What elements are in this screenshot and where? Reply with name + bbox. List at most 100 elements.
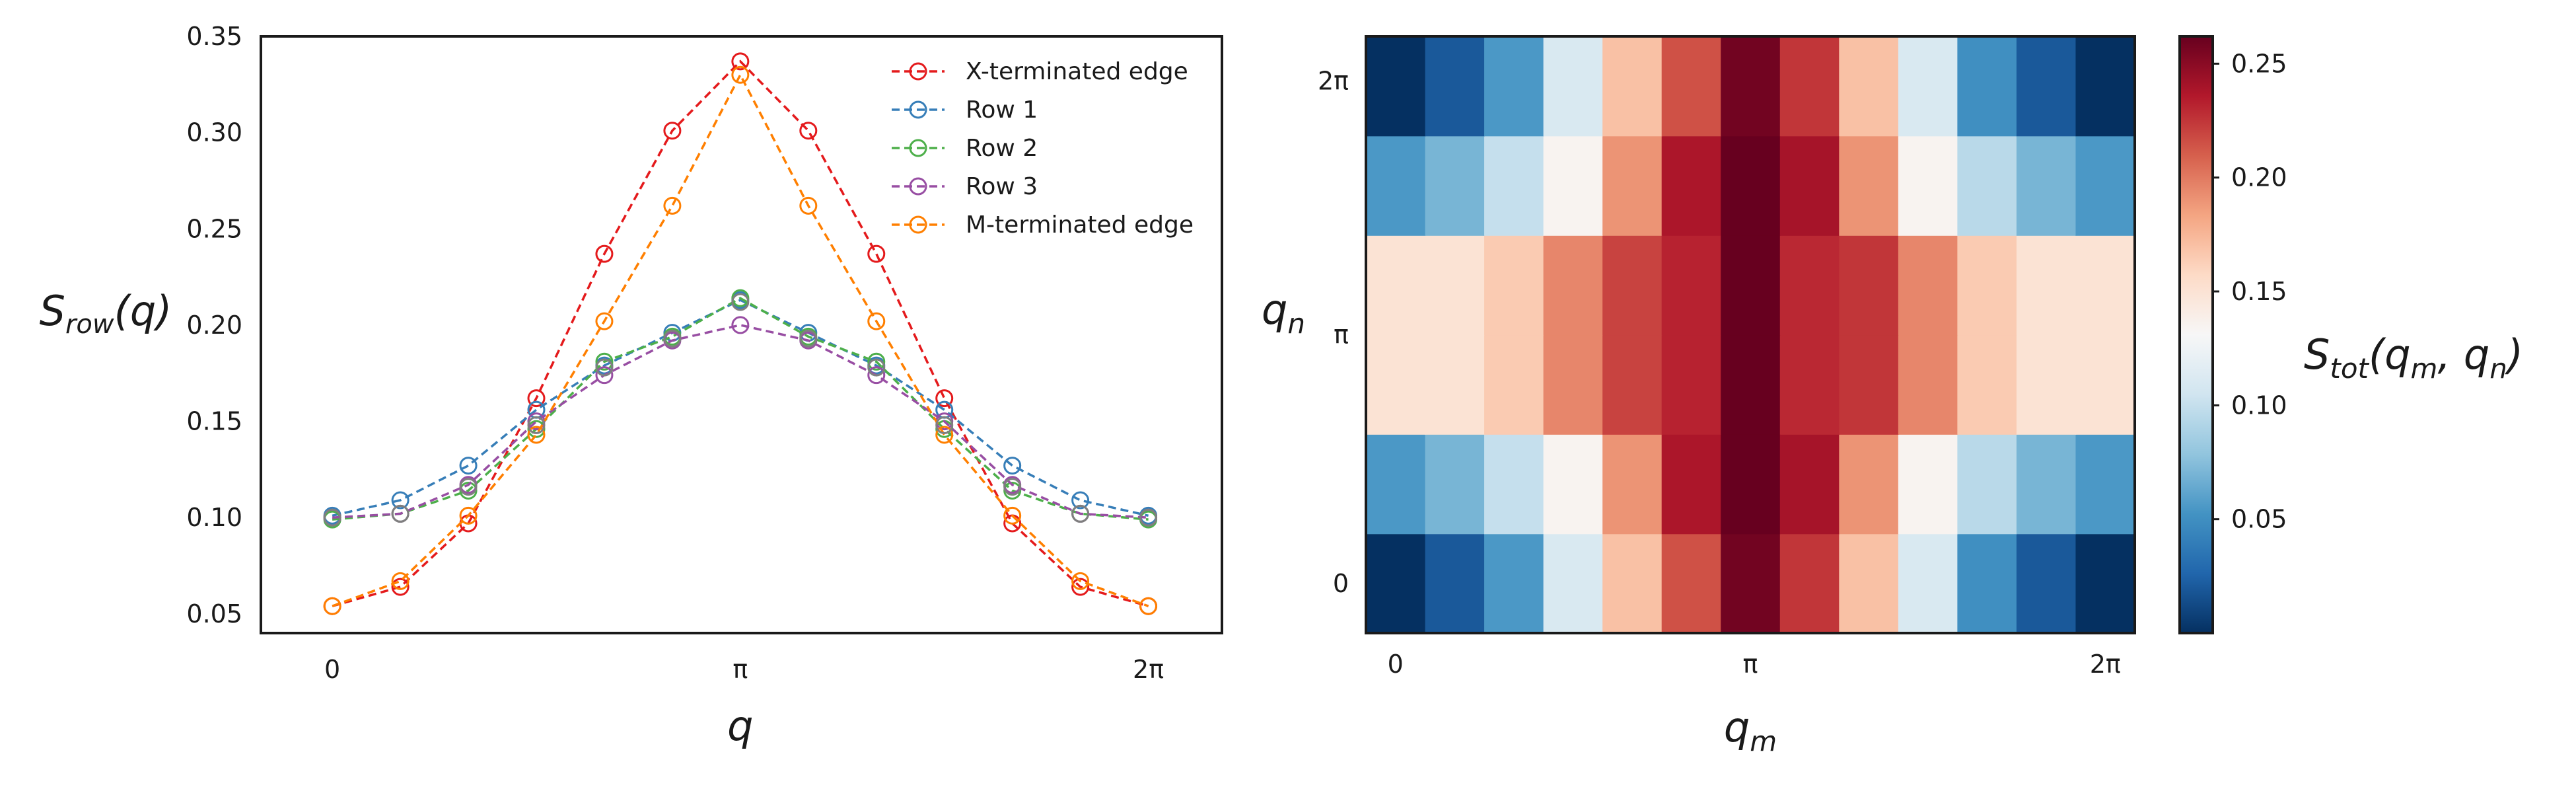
heatmap-x-tick-label: 2π <box>2090 650 2121 679</box>
data-point <box>527 426 546 444</box>
heatmap-cell <box>1721 434 1781 535</box>
data-point <box>1071 572 1090 590</box>
heatmap-cell <box>1779 36 1840 137</box>
data-point <box>459 457 478 475</box>
colorbar-gradient <box>2178 35 2214 634</box>
series-line <box>332 297 1149 521</box>
data-point <box>323 597 341 615</box>
heatmap-cell <box>1898 135 1958 236</box>
legend-swatch-marker <box>909 62 927 81</box>
heatmap-x-tick-label: 0 <box>1388 650 1404 679</box>
heatmap-y-axis-label-main: q <box>1262 285 1287 334</box>
heatmap-cell <box>2075 235 2135 336</box>
heatmap-cell <box>1957 36 2017 137</box>
heatmap-cell <box>1898 235 1958 336</box>
heatmap-cell <box>1602 334 1663 435</box>
heatmap-cell <box>2075 334 2135 435</box>
heatmap-cell <box>2016 434 2077 535</box>
legend-item-3: Row 3 <box>892 173 1038 200</box>
line-series-3 <box>323 316 1158 527</box>
colorbar-label-arg-sub1: m <box>2411 352 2438 385</box>
heatmap-cell <box>1543 235 1603 336</box>
legend-item-4: M-terminated edge <box>892 211 1194 239</box>
heatmap-y-axis-label: qn <box>1262 285 1305 340</box>
heatmap-cell <box>1543 334 1603 435</box>
heatmap-y-axis-label-sub: n <box>1287 307 1305 340</box>
heatmap-cell <box>1661 235 1722 336</box>
gray-data-point <box>799 329 818 348</box>
data-point <box>935 389 954 408</box>
colorbar-tick-label: 0.25 <box>2231 49 2287 78</box>
legend-label: X-terminated edge <box>966 58 1188 85</box>
data-point <box>595 352 614 371</box>
heatmap-cell <box>1839 533 1899 634</box>
line-y-ticks: 0.05 0.10 0.15 0.20 0.25 0.30 0.35 <box>186 22 242 628</box>
line-plot-frame <box>260 35 1223 634</box>
legend-item-2: Row 2 <box>892 135 1038 162</box>
heatmap-cell <box>1543 533 1603 634</box>
heatmap-cell <box>1602 135 1663 236</box>
line-y-tick-label: 0.35 <box>186 22 242 51</box>
heatmap-cell <box>1661 434 1722 535</box>
legend-label: M-terminated edge <box>966 211 1194 239</box>
heatmap-cell <box>1957 235 2017 336</box>
heatmap-cell <box>1839 135 1899 236</box>
legend-label: Row 2 <box>966 135 1038 162</box>
heatmap-cell <box>1484 334 1544 435</box>
line-series-4 <box>323 65 1158 615</box>
line-x-tick-label: π <box>733 655 748 684</box>
heatmap-cell <box>1898 334 1958 435</box>
heatmap-cell <box>1484 235 1544 336</box>
heatmap-cell <box>1839 334 1899 435</box>
data-point <box>391 491 410 510</box>
line-y-tick-label: 0.30 <box>186 118 242 147</box>
line-y-axis-label-arg: (q) <box>114 287 172 335</box>
line-x-tick-label: 0 <box>324 655 340 684</box>
gray-data-point <box>391 504 410 523</box>
colorbar-label-sub: tot <box>2330 352 2369 385</box>
heatmap-cell <box>1898 533 1958 634</box>
heatmap-cell <box>1425 334 1485 435</box>
heatmap-cell <box>2016 235 2077 336</box>
data-point <box>663 122 682 140</box>
series-line <box>332 324 1149 519</box>
heatmap-cell <box>1543 434 1603 535</box>
line-y-axis-label-main: S <box>40 287 65 335</box>
heatmap-cell <box>1425 434 1485 535</box>
colorbar-label-arg-sub2: n <box>2489 352 2507 385</box>
heatmap-x-axis-label-sub: m <box>1750 725 1777 757</box>
heatmap-cell <box>2016 334 2077 435</box>
line-x-axis-label: q <box>727 702 753 750</box>
heatmap-cell <box>2016 533 2077 634</box>
line-y-tick-label: 0.05 <box>186 599 242 628</box>
heatmap-cell <box>1366 36 1426 137</box>
legend-label: Row 1 <box>966 96 1038 124</box>
colorbar-tick-label: 0.15 <box>2231 277 2287 306</box>
colorbar-label: Stot(qm, qn) <box>2304 330 2523 385</box>
gray-data-point <box>935 416 954 434</box>
line-y-tick-label: 0.25 <box>186 214 242 243</box>
heatmap-cell <box>1839 235 1899 336</box>
heatmap-cell <box>1779 434 1840 535</box>
colorbar-tick-label: 0.10 <box>2231 391 2287 420</box>
colorbar-label-main: S <box>2304 330 2330 379</box>
legend-label: Row 3 <box>966 173 1038 200</box>
data-point <box>731 316 750 334</box>
gray-data-point <box>323 508 341 527</box>
colorbar-label-arg-end: ) <box>2505 330 2523 379</box>
heatmap-cell <box>1957 434 2017 535</box>
heatmap-cell <box>1661 135 1722 236</box>
heatmap-cell <box>1898 434 1958 535</box>
heatmap-cell <box>1661 36 1722 137</box>
heatmap-cell <box>1425 533 1485 634</box>
gray-data-point <box>1071 504 1090 523</box>
heatmap-cell <box>1366 235 1426 336</box>
legend-swatch-marker <box>909 177 927 196</box>
data-point <box>1003 457 1022 475</box>
gray-marker-overlay <box>323 293 1158 527</box>
heatmap-cell <box>1425 135 1485 236</box>
colorbar-tick-label: 0.20 <box>2231 163 2287 192</box>
heatmap-cell <box>1366 533 1426 634</box>
data-point <box>799 196 818 215</box>
heatmap-frame <box>1365 35 2136 634</box>
